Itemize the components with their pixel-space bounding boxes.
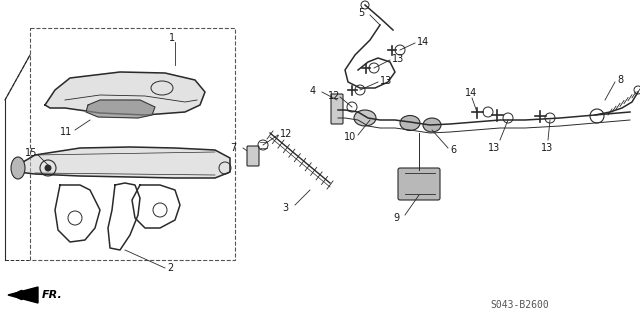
- Text: 13: 13: [488, 143, 500, 153]
- Text: 13: 13: [392, 54, 404, 64]
- Text: 3: 3: [282, 203, 288, 213]
- Text: 14: 14: [465, 88, 477, 98]
- Text: 6: 6: [450, 145, 456, 155]
- Text: 4: 4: [310, 86, 316, 96]
- Text: 15: 15: [25, 148, 37, 158]
- Text: 5: 5: [358, 8, 364, 18]
- Ellipse shape: [423, 118, 441, 132]
- Text: 1: 1: [169, 33, 175, 43]
- Text: 13: 13: [380, 76, 392, 86]
- Ellipse shape: [400, 115, 420, 130]
- Circle shape: [45, 165, 51, 171]
- Text: S043-B2600: S043-B2600: [490, 300, 548, 310]
- Polygon shape: [45, 72, 205, 115]
- Polygon shape: [86, 100, 155, 118]
- Ellipse shape: [11, 157, 25, 179]
- Text: 7: 7: [230, 143, 236, 153]
- Text: 8: 8: [617, 75, 623, 85]
- FancyBboxPatch shape: [247, 146, 259, 166]
- Text: 11: 11: [60, 127, 72, 137]
- Text: 12: 12: [280, 129, 292, 139]
- Text: 12: 12: [328, 91, 340, 101]
- Text: 10: 10: [344, 132, 356, 142]
- Polygon shape: [18, 147, 230, 178]
- FancyBboxPatch shape: [398, 168, 440, 200]
- Text: 2: 2: [167, 263, 173, 273]
- Text: FR.: FR.: [42, 290, 63, 300]
- Polygon shape: [8, 287, 38, 303]
- Bar: [30, 28, 235, 260]
- Text: 14: 14: [417, 37, 429, 47]
- FancyBboxPatch shape: [331, 94, 343, 124]
- Ellipse shape: [354, 110, 376, 126]
- Text: 13: 13: [541, 143, 553, 153]
- Text: 9: 9: [393, 213, 399, 223]
